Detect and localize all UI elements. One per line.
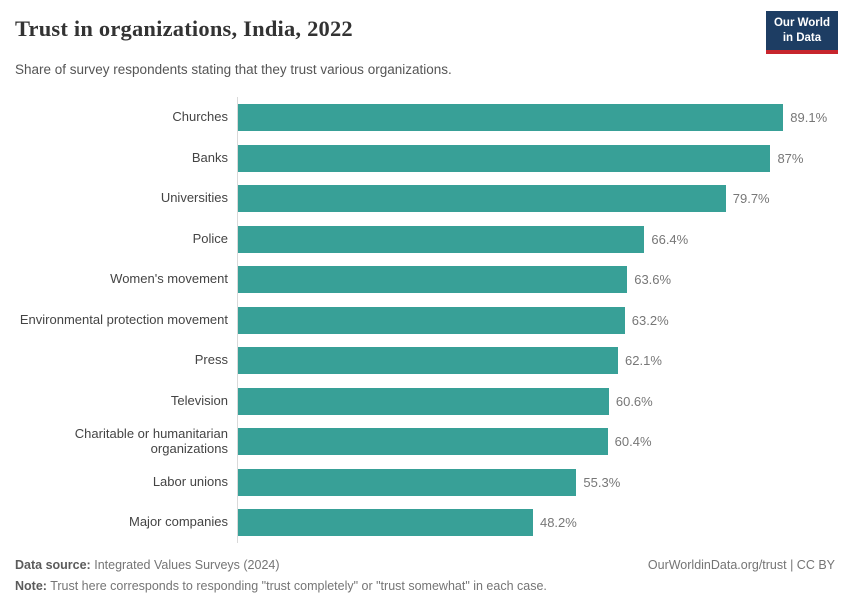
- bar[interactable]: [238, 347, 619, 375]
- value-label: 66.4%: [651, 231, 689, 247]
- category-label: Women's movement: [110, 271, 228, 287]
- value-label: 62.1%: [625, 353, 662, 369]
- bar-row: Churches 89.1%: [0, 97, 850, 138]
- bar-track: 60.4%: [237, 421, 850, 462]
- bar[interactable]: [238, 266, 628, 294]
- bar[interactable]: [238, 104, 784, 132]
- owid-logo[interactable]: Our World in Data: [765, 11, 838, 54]
- category-label: Television: [170, 392, 228, 408]
- note-label: Note:: [15, 578, 47, 593]
- bar[interactable]: [238, 428, 608, 456]
- value-label: 63.2%: [631, 312, 669, 328]
- bar-row: Police 66.4%: [0, 218, 850, 260]
- chart-note: Note: Trust here corresponds to respondi…: [15, 578, 835, 594]
- bar-chart: Churches 89.1% Banks 87% Universities 79…: [0, 97, 850, 543]
- bar-track: 63.2%: [237, 299, 850, 341]
- bar-row: Press 62.1%: [0, 340, 850, 381]
- chart-footer: Data source: Integrated Values Surveys (…: [0, 543, 850, 594]
- chart-title: Trust in organizations, India, 2022: [15, 16, 353, 41]
- data-source-label: Data source:: [15, 557, 91, 572]
- note-text: Trust here corresponds to responding "tr…: [50, 578, 547, 593]
- category-label: Charitable or humanitarian organizations: [74, 425, 228, 456]
- bar-track: 63.6%: [237, 259, 850, 300]
- value-label: 79.7%: [732, 191, 770, 207]
- category-label: Environmental protection movement: [19, 311, 228, 327]
- bar[interactable]: [238, 185, 726, 213]
- bar[interactable]: [238, 468, 577, 496]
- bar-track: 66.4%: [237, 218, 850, 260]
- value-label: 60.6%: [615, 393, 653, 409]
- bar-row: Environmental protection movement 63.2%: [0, 299, 850, 341]
- bar-track: 89.1%: [237, 97, 850, 138]
- bar-row: Women's movement 63.6%: [0, 259, 850, 300]
- bar[interactable]: [238, 225, 645, 253]
- category-label: Churches: [172, 109, 228, 125]
- bar-row: Charitable or humanitarian organizations…: [0, 421, 850, 462]
- value-label: 89.1%: [790, 110, 828, 126]
- bar-track: 79.7%: [237, 178, 850, 219]
- category-label: Police: [192, 230, 228, 246]
- bar-row: Television 60.6%: [0, 380, 850, 422]
- bar-track: 48.2%: [237, 502, 850, 543]
- bar-track: 60.6%: [237, 380, 850, 422]
- data-source-text: Integrated Values Surveys (2024): [94, 557, 280, 572]
- value-label: 63.6%: [634, 272, 672, 288]
- bar[interactable]: [238, 144, 771, 172]
- chart-subtitle: Share of survey respondents stating that…: [15, 61, 452, 77]
- bar-row: Major companies 48.2%: [0, 502, 850, 543]
- credit-link[interactable]: OurWorldinData.org/trust | CC BY: [647, 557, 835, 572]
- category-label: Major companies: [129, 514, 228, 530]
- category-label: Labor unions: [152, 473, 228, 489]
- owid-logo-line1: Our World: [773, 17, 830, 29]
- value-label: 55.3%: [583, 474, 621, 490]
- category-label: Press: [194, 352, 228, 368]
- bar[interactable]: [238, 387, 609, 415]
- value-label: 48.2%: [539, 515, 577, 531]
- chart-header: Trust in organizations, India, 2022 Our …: [0, 0, 850, 78]
- data-source: Data source: Integrated Values Surveys (…: [15, 558, 280, 572]
- bar-row: Banks 87%: [0, 137, 850, 179]
- value-label: 87%: [777, 150, 804, 166]
- bar-track: 62.1%: [237, 340, 850, 381]
- bar[interactable]: [238, 306, 625, 334]
- category-label: Universities: [160, 190, 228, 206]
- bar-row: Universities 79.7%: [0, 178, 850, 219]
- bar-track: 55.3%: [237, 461, 850, 503]
- bar-track: 87%: [237, 137, 850, 179]
- bar[interactable]: [238, 509, 533, 537]
- owid-logo-line2: in Data: [782, 31, 822, 44]
- bar-row: Labor unions 55.3%: [0, 461, 850, 503]
- category-label: Banks: [191, 149, 228, 165]
- value-label: 60.4%: [614, 434, 652, 450]
